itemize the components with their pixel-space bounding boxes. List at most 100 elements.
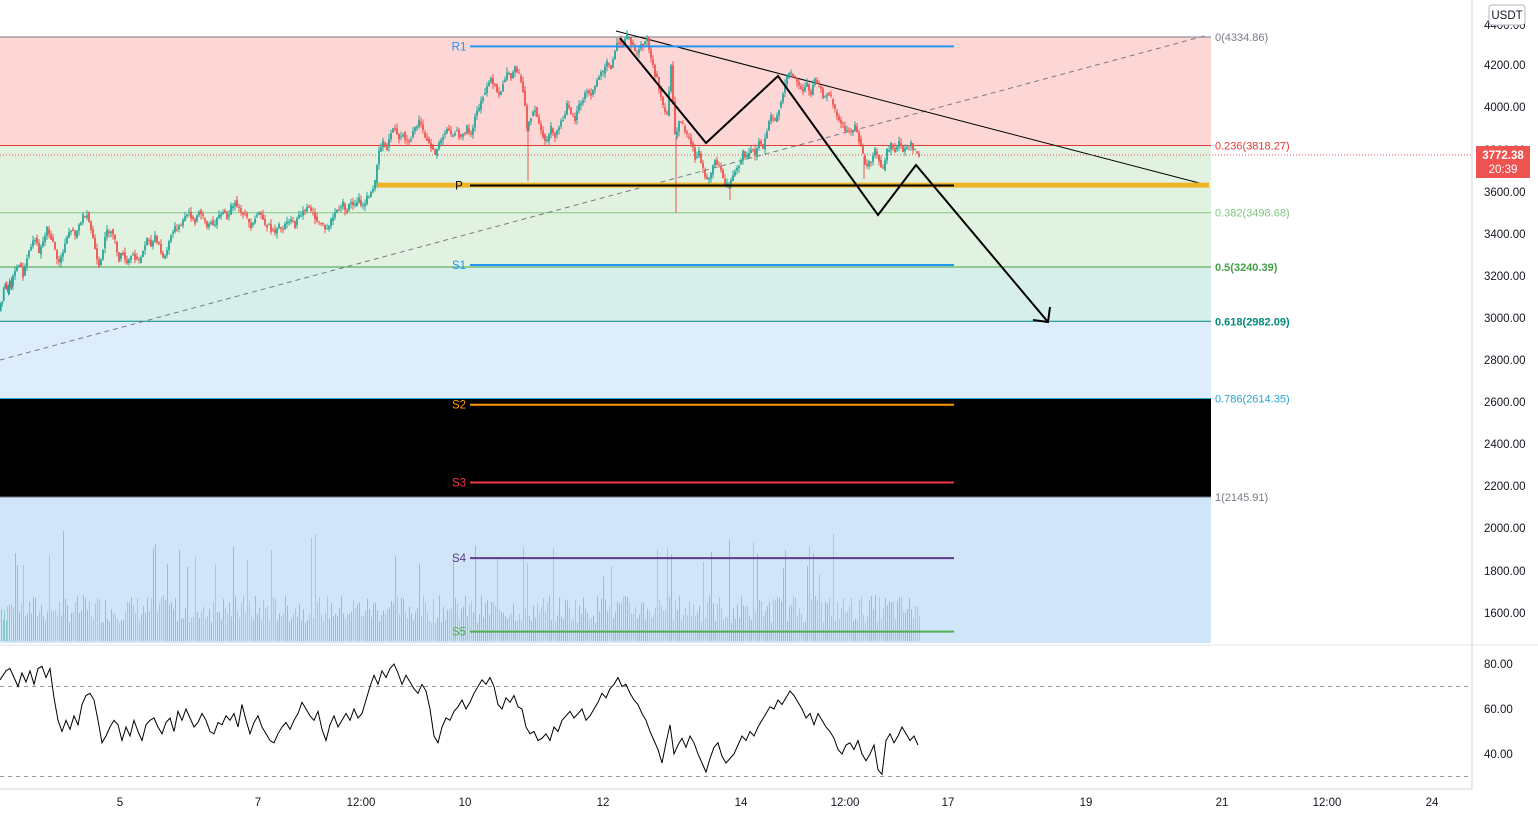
volume-bar [405,612,406,641]
volume-bar [211,622,212,641]
volume-bar [175,598,176,641]
volume-bar [773,598,774,641]
time-tick-label: 10 [459,797,472,809]
candle-body [132,254,134,256]
candle-body [518,72,520,74]
volume-bar [535,617,536,641]
volume-bar [673,619,674,641]
candle-body [738,166,740,168]
volume-bar [345,618,346,641]
volume-bar [603,576,604,641]
candle-body [824,96,826,98]
candle-body [44,235,46,242]
candle-body [648,38,650,50]
candle-body [862,146,864,154]
volume-bar [847,611,848,641]
projection-drawing[interactable] [619,37,1051,324]
volume-bar [263,599,264,641]
volume-bar [51,610,52,641]
volume-bar [479,614,480,641]
volume-bar [583,597,584,641]
volume-bar [319,597,320,641]
volume-bar [751,619,752,641]
candle-body [844,126,846,131]
volume-bar [99,599,100,641]
candle-body [314,213,316,220]
candle-body [484,92,486,95]
candle-body [748,153,750,158]
candle-body [838,116,840,121]
candle-body [416,126,418,129]
candle-body [380,147,382,152]
candle-body [818,82,820,84]
candle-body [134,254,136,260]
candle-body [238,206,240,208]
volume-bar [393,603,394,641]
candle-body [632,42,634,45]
time-tick-label: 7 [255,797,261,809]
time-tick-label: 12:00 [831,797,860,809]
candle-body [242,212,244,215]
candle-body [428,138,430,144]
volume-bar [883,608,884,641]
volume-bar [765,611,766,641]
candle-body [746,155,748,158]
candle-body [64,243,66,253]
candle-body [618,42,620,44]
volume-bar [231,616,232,641]
volume-bar [471,600,472,641]
volume-bar [397,596,398,641]
currency-badge[interactable] [1488,4,1526,26]
volume-bar [119,622,120,641]
candle-body [708,178,710,180]
candle-body [916,151,918,154]
candle-body [676,131,678,137]
volume-bar [269,620,270,641]
volume-bar [473,612,474,641]
candle-body [900,143,902,147]
volume-bar [271,549,272,641]
candle-body [108,231,110,234]
volume-bar [769,601,770,641]
candle-body [110,231,112,234]
candle-body [20,262,22,267]
candle-body [32,240,34,247]
volume-bar [741,596,742,641]
volume-bar [573,618,574,641]
volume-bar [869,600,870,641]
candle-body [210,222,212,224]
volume-bar [93,618,94,641]
volume-bar [725,616,726,641]
volume-bar [425,602,426,641]
candle-body [678,121,680,132]
candle-body [718,164,720,166]
volume-bar [747,605,748,641]
candle-body [96,248,98,260]
volume-bar [643,602,644,641]
volume-bar [631,613,632,641]
volume-bar [709,595,710,641]
candle-body [8,282,11,290]
volume-bar [145,612,146,641]
candle-body [828,92,830,96]
volume-bar [117,619,118,641]
volume-bar [3,619,4,641]
volume-bar [541,606,542,641]
volume-bar [225,607,226,641]
volume-bar [389,607,390,641]
volume-bar [613,617,614,641]
candle-body [462,134,464,137]
candle-body [506,72,508,80]
candle-body [5,281,8,289]
candle-body [80,222,82,226]
candle-body [408,140,410,142]
candle-body [144,245,146,251]
candle-body [590,93,592,96]
candle-body [698,150,700,157]
candle-body [66,236,68,244]
candle-body [582,100,584,104]
price-tick-label: 2400.00 [1484,439,1526,451]
volume-bar [641,603,642,641]
fib-label: 0.786(2614.35) [1215,394,1290,406]
